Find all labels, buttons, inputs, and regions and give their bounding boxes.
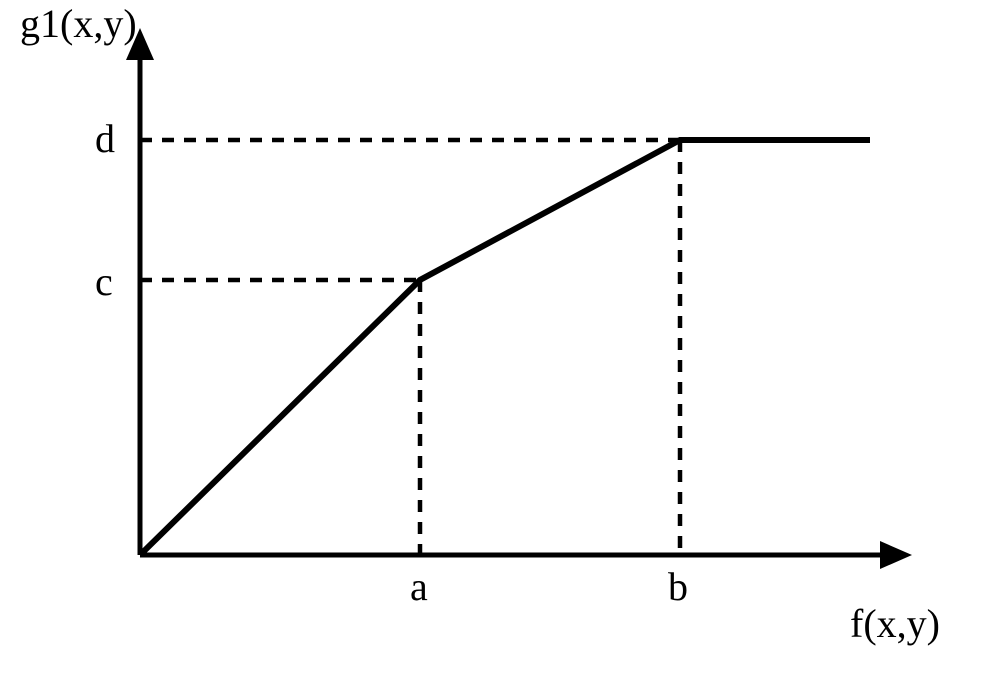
function-curve <box>140 140 870 555</box>
tick-label-d: d <box>95 115 115 162</box>
x-axis-label: f(x,y) <box>850 600 940 647</box>
y-axis-label: g1(x,y) <box>20 0 137 47</box>
x-axis-arrow <box>880 541 912 569</box>
tick-label-c: c <box>95 258 113 305</box>
tick-label-a: a <box>410 563 428 610</box>
chart-container: g1(x,y) f(x,y) d c a b <box>0 0 1000 682</box>
chart-svg <box>0 0 1000 682</box>
tick-label-b: b <box>668 563 688 610</box>
